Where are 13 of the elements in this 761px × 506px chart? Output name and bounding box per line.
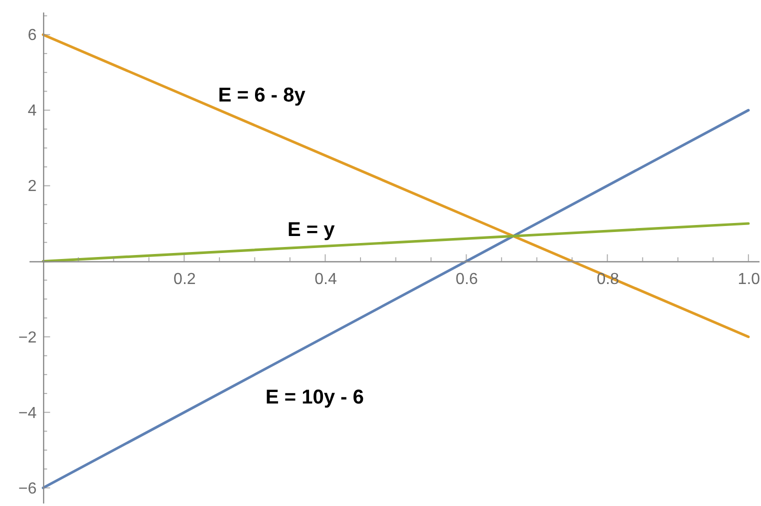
series-label: E = 6 - 8y (218, 84, 306, 106)
x-tick-label: 1.0 (738, 270, 760, 288)
y-tick-label: −4 (18, 404, 37, 422)
series-label: E = 10y - 6 (265, 386, 364, 408)
y-tick-label: 4 (28, 102, 37, 120)
y-tick-label: −2 (18, 329, 37, 346)
x-tick-label: 0.6 (456, 270, 478, 288)
x-tick-label: 0.2 (174, 270, 196, 288)
x-tick-label: 0.4 (314, 270, 337, 288)
y-tick-label: 2 (28, 178, 37, 196)
y-tick-label: −6 (18, 480, 37, 498)
series-label: E = y (287, 218, 336, 241)
y-tick-label: 6 (28, 27, 37, 44)
